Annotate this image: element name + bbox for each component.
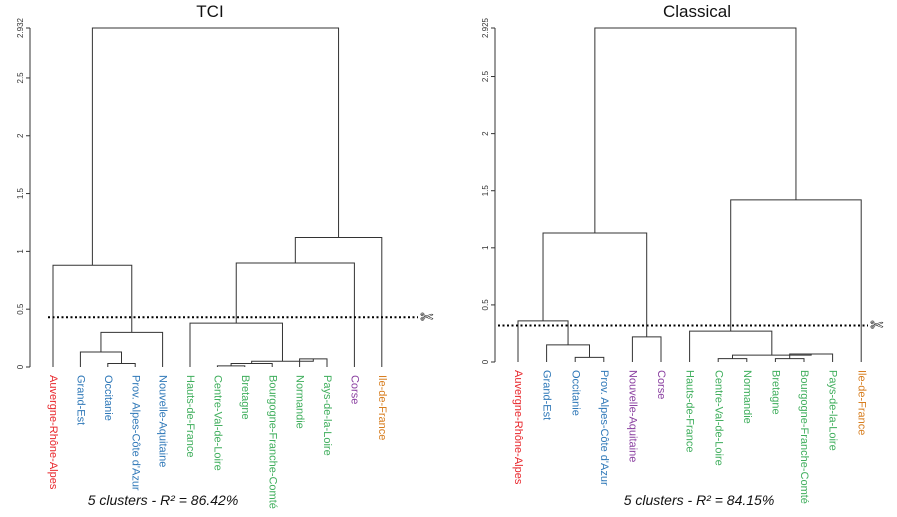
dendrogram-link [732, 354, 812, 359]
y-tick-label: 2.5 [16, 72, 25, 84]
leaf-label: Bretagne [239, 375, 251, 420]
y-tick-label: 0.5 [16, 303, 25, 315]
dendrogram-link [294, 237, 383, 367]
cluster-caption: 5 clusters - R² = 84.15% [624, 492, 775, 508]
dendrogram-link [189, 322, 283, 367]
dendrogram-panel-tci: TCI 0 0.5 1 1.5 2 2.5 2.932 Auvergne-Rhône-Alpes… [16, 2, 434, 509]
dendrogram-link [774, 358, 805, 362]
y-tick-label: 2 [16, 133, 25, 138]
y-tick-label: 2.925 [481, 17, 490, 38]
dendrogram-link [689, 330, 773, 362]
chart-title: Classical [663, 2, 731, 21]
cluster-caption: 5 clusters - R² = 86.42% [88, 492, 239, 508]
y-tick-label: 0 [16, 364, 25, 369]
y-tick-label: 1 [481, 245, 490, 250]
leaf-label: Hauts-de-France [684, 370, 696, 453]
dendrogram-link [107, 363, 136, 367]
leaf-label: Centre-Val-de-Loire [211, 375, 223, 471]
leaf-label: Auvergne-Rhône-Alpes [512, 370, 524, 485]
dendrogram-link [230, 363, 273, 367]
leaf-label: Prov. Alpes-Côte d'Azur [598, 370, 610, 486]
y-tick-label: 2.5 [481, 70, 490, 82]
leaf-label: Hauts-de-France [184, 375, 196, 458]
dendrogram-link [235, 262, 355, 367]
leaf-label: Grand-Est [74, 375, 86, 425]
scissors-icon: ✄ [870, 315, 884, 334]
dendrogram-link [100, 331, 164, 367]
leaf-label: Nouvelle-Aquitaine [157, 375, 169, 467]
leaf-label: Corse [348, 375, 360, 404]
leaf-label: Occitanie [102, 375, 114, 421]
leaf-label: Grand-Est [541, 370, 553, 420]
y-tick-label: 1.5 [481, 185, 490, 197]
y-tick-label: 0.5 [481, 299, 490, 311]
leaf-label: Prov. Alpes-Côte d'Azur [129, 375, 141, 491]
leaf-label: Ile-de-France [855, 370, 867, 435]
dendrogram-link [546, 344, 590, 362]
y-tick-label: 2.932 [16, 17, 25, 38]
leaf-label: Bourgogne-Franche-Comté [266, 375, 278, 509]
leaf-label: Pays-de-la-Loire [321, 375, 333, 456]
dendrogram-link [574, 356, 605, 362]
dendrogram-link [79, 351, 122, 367]
leaf-label: Pays-de-la-Loire [827, 370, 839, 451]
leaf-label: Nouvelle-Aquitaine [626, 370, 638, 462]
dendrogram-link [517, 320, 569, 362]
leaf-label: Corse [655, 370, 667, 399]
leaf-label: Occitanie [569, 370, 581, 416]
leaf-label: Bretagne [769, 370, 781, 415]
dendrogram-link [91, 27, 340, 266]
y-tick-label: 0 [481, 359, 490, 364]
dendrogram-link [52, 264, 133, 367]
leaf-label: Bourgogne-Franche-Comté [798, 370, 810, 504]
dendrogram-link [594, 27, 797, 233]
dendrogram-link [717, 358, 748, 362]
chart-title: TCI [196, 2, 223, 21]
dendrogram-link [631, 336, 662, 362]
y-tick-label: 2 [481, 131, 490, 136]
y-tick-label: 1.5 [16, 187, 25, 199]
scissors-icon: ✄ [420, 307, 434, 326]
leaf-label: Ile-de-France [376, 375, 388, 440]
leaf-label: Auvergne-Rhône-Alpes [47, 375, 59, 490]
leaf-label: Normandie [741, 370, 753, 424]
dendrogram-link [216, 365, 246, 367]
y-tick-label: 1 [16, 249, 25, 254]
leaf-label: Centre-Val-de-Loire [712, 370, 724, 466]
dendrogram-link [730, 199, 862, 362]
dendrogram-link [251, 358, 314, 364]
dendrogram-panel-classical: Classical 0 0.5 1 1.5 2 2.5 2.925 Auvergne-Rhône… [481, 2, 884, 508]
leaf-label: Normandie [294, 375, 306, 429]
dendrogram-link [542, 232, 648, 337]
